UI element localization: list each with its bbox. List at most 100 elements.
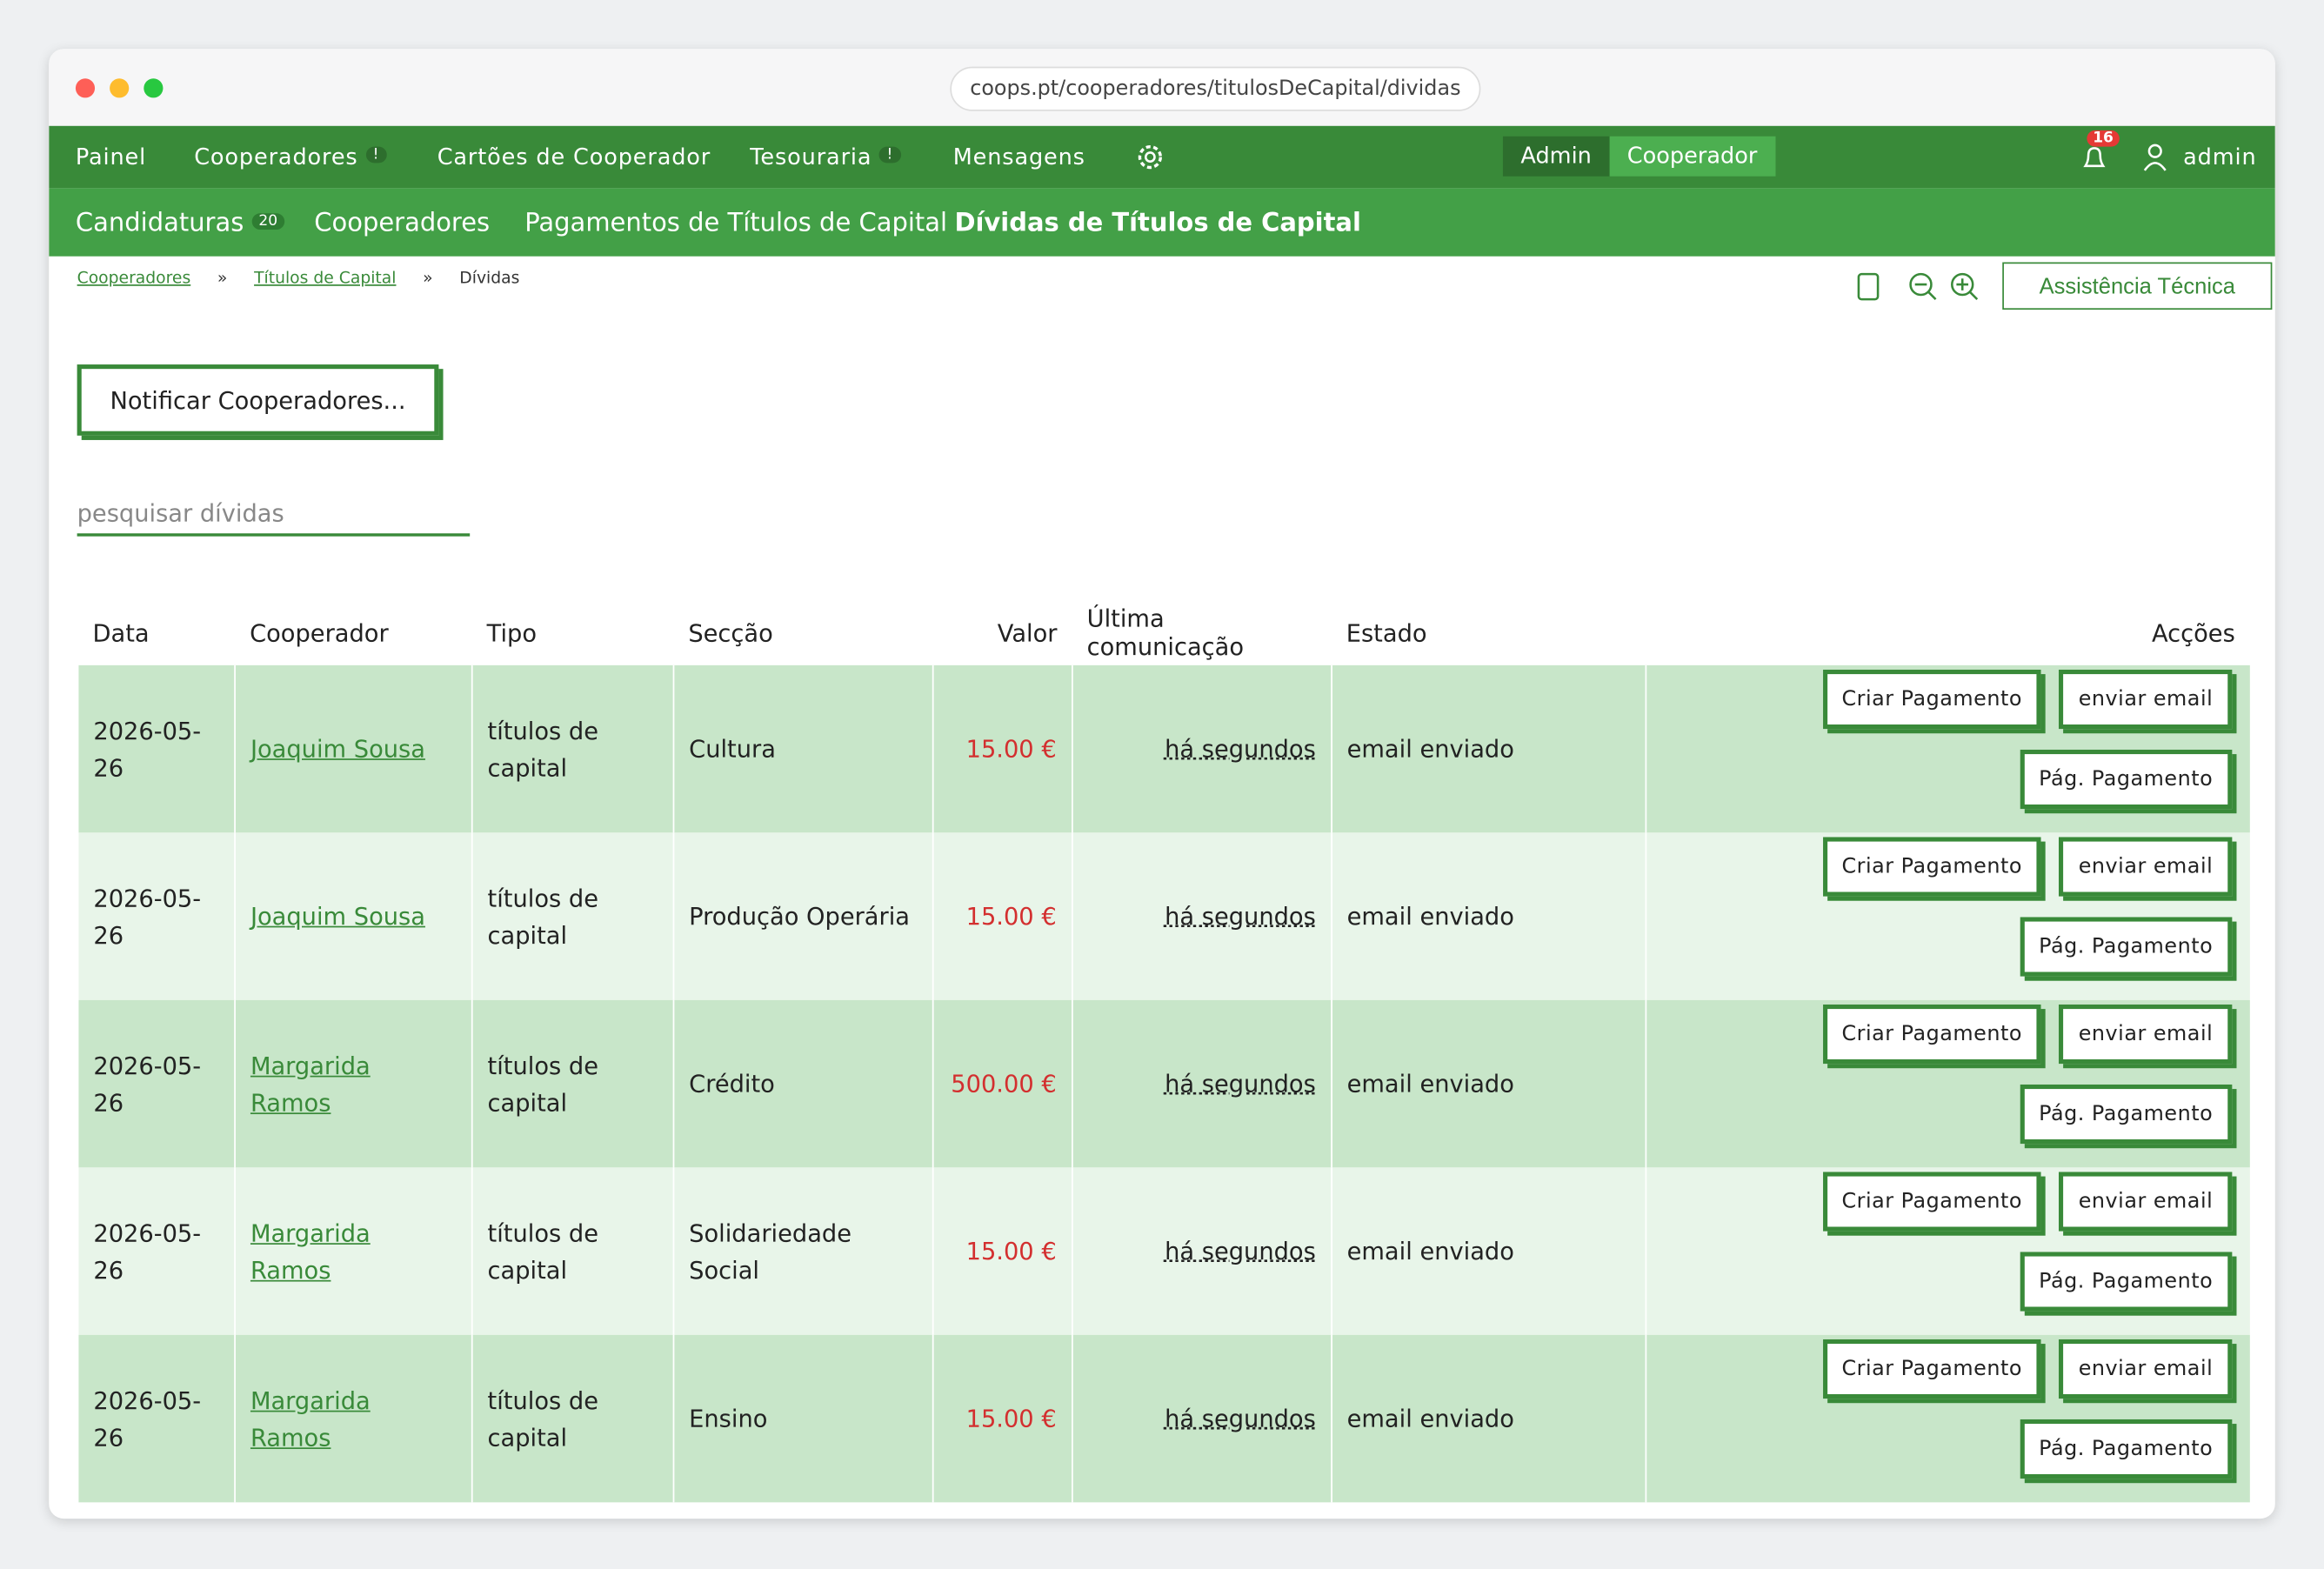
subnav-item[interactable]: Cooperadores (314, 209, 490, 238)
nav-badge: ! (878, 146, 901, 164)
subnav-badge: 20 (250, 213, 285, 230)
minimize-dot[interactable] (110, 78, 130, 98)
content: Cooperadores» Títulos de Capital» Dívidas … (49, 257, 2275, 1519)
breadcrumb-separator: » (423, 268, 433, 288)
table-row: 2026-05-26 Margarida Ramos títulos de capi… (77, 999, 2250, 1168)
subnav-label: Candidaturas (75, 209, 244, 239)
action-button[interactable]: Pág. Pagamento (2019, 1419, 2233, 1479)
cooperador-link[interactable]: Margarida Ramos (250, 1218, 371, 1285)
date-cell: 2026-05-26 (77, 1167, 236, 1335)
actions-cell: Criar Pagamento enviar email Pág. Pagament… (1644, 832, 2250, 1000)
search-input[interactable] (77, 493, 471, 537)
subnav-item[interactable]: Candidaturas 20 (76, 209, 285, 238)
cooperador-link[interactable]: Margarida Ramos (250, 1051, 371, 1117)
action-button[interactable]: Criar Pagamento (1822, 669, 2042, 729)
nav-item[interactable]: Painel (76, 144, 146, 170)
nav-label: Mensagens (952, 144, 1085, 170)
type-cell: títulos de capital (471, 1334, 674, 1503)
value-cell: 15.00 € (932, 664, 1072, 833)
title-bar: coops.pt/cooperadores/titulosDeCapital/d… (49, 49, 2275, 126)
subnav-item[interactable]: Pagamentos de Títulos de Capital (524, 209, 947, 238)
column-header: Estado (1346, 618, 1427, 647)
column-header: Valor (997, 618, 1058, 647)
subnav-item[interactable]: Dívidas de Títulos de Capital (954, 209, 1360, 238)
bell-icon[interactable] (2080, 144, 2109, 173)
action-button[interactable]: Pág. Pagamento (2019, 749, 2233, 809)
action-button[interactable]: enviar email (2059, 1004, 2233, 1064)
notify-button[interactable]: Notificar Cooperadores... (77, 364, 439, 436)
section-cell: Produção Operária (672, 832, 933, 1000)
nav-label: Cartões de Cooperador (437, 144, 711, 170)
action-button[interactable]: enviar email (2059, 669, 2233, 729)
cell: Joaquim Sousa (234, 664, 472, 833)
status-cell: email enviado (1330, 1167, 1646, 1335)
export-icon[interactable] (1857, 272, 1880, 301)
action-button[interactable]: Criar Pagamento (1822, 1004, 2042, 1064)
url-bar[interactable]: coops.pt/cooperadores/titulosDeCapital/d… (950, 66, 1481, 111)
cooperador-link[interactable]: Joaquim Sousa (250, 902, 425, 931)
zoom-out-icon[interactable] (1909, 272, 1933, 297)
breadcrumb-item: Dívidas (459, 268, 520, 288)
maximize-dot[interactable] (144, 78, 164, 98)
status-cell: email enviado (1330, 1334, 1646, 1503)
action-button[interactable]: Criar Pagamento (1822, 836, 2042, 896)
section-cell: Solidariedade Social (672, 1167, 933, 1335)
value-cell: 500.00 € (932, 999, 1072, 1168)
action-button[interactable]: Criar Pagamento (1822, 1339, 2042, 1399)
type-cell: títulos de capital (471, 1167, 674, 1335)
value-cell: 15.00 € (932, 1167, 1072, 1335)
notification-badge[interactable]: 16 (2087, 130, 2120, 147)
action-button[interactable]: Pág. Pagamento (2019, 916, 2233, 976)
cell: Margarida Ramos (234, 999, 472, 1168)
action-button[interactable]: Pág. Pagamento (2019, 1084, 2233, 1144)
table-row: 2026-05-26 Margarida Ramos títulos de capi… (77, 1334, 2250, 1503)
breadcrumb: Cooperadores » Títulos de Capital » Dívidas (77, 268, 520, 287)
nav-item[interactable]: Cooperadores! (194, 144, 387, 170)
column-header: Última comunicação (1086, 604, 1245, 661)
action-button[interactable]: enviar email (2059, 1171, 2233, 1231)
actions-cell: Criar Pagamento enviar email Pág. Pagament… (1644, 1167, 2250, 1335)
role-option[interactable]: Admin (1502, 136, 1610, 177)
user-name[interactable]: admin (2183, 144, 2257, 170)
zoom-in-icon[interactable] (1951, 272, 1974, 297)
table-body: 2026-05-26 Joaquim Sousa títulos de capita… (77, 664, 2250, 1503)
nav-label: Cooperadores (194, 144, 358, 170)
cooperador-link[interactable]: Joaquim Sousa (250, 734, 425, 764)
actions-cell: Criar Pagamento enviar email Pág. Pagament… (1644, 999, 2250, 1168)
action-button[interactable]: Pág. Pagamento (2019, 1251, 2233, 1311)
role-option[interactable]: Cooperador (1609, 136, 1775, 177)
nav-label: Painel (75, 144, 147, 170)
action-button[interactable]: enviar email (2059, 1339, 2233, 1399)
debts-table: Data Cooperador Tipo Secção Valor Última comu… (77, 600, 2250, 1503)
section-cell: Cultura (672, 664, 933, 833)
date-cell: 2026-05-26 (77, 999, 236, 1168)
nav-item[interactable]: Cartões de Cooperador (437, 144, 711, 170)
date-cell: 2026-05-26 (77, 1334, 236, 1503)
breadcrumb-item[interactable]: Títulos de Capital (254, 268, 397, 288)
last-contact-cell: há segundos (1071, 832, 1332, 1000)
action-button[interactable]: enviar email (2059, 836, 2233, 896)
cooperador-link[interactable]: Margarida Ramos (250, 1385, 371, 1452)
status-cell: email enviado (1330, 664, 1646, 833)
support-button[interactable]: Assistência Técnica (2002, 262, 2273, 310)
action-button[interactable]: Criar Pagamento (1822, 1171, 2042, 1231)
type-cell: títulos de capital (471, 999, 674, 1168)
close-dot[interactable] (75, 78, 96, 98)
value-cell: 15.00 € (932, 832, 1072, 1000)
header-row: Data Cooperador Tipo Secção Valor Última comu… (77, 600, 2249, 665)
column-header: Acções (2151, 618, 2235, 647)
nav-item[interactable]: Mensagens (953, 144, 1085, 170)
breadcrumb-item[interactable]: Cooperadores (77, 268, 191, 288)
nav-badge: ! (365, 146, 387, 164)
date-cell: 2026-05-26 (77, 832, 236, 1000)
settings-icon[interactable] (1135, 143, 1165, 172)
subnav-label: Pagamentos de Títulos de Capital (524, 209, 948, 239)
last-contact-cell: há segundos (1071, 664, 1332, 833)
subnav-label: Dívidas de Títulos de Capital (954, 209, 1361, 239)
nav-item[interactable]: Tesouraria! (750, 144, 901, 170)
column-header: Tipo (486, 618, 538, 647)
subnav-label: Cooperadores (314, 209, 491, 239)
user-icon[interactable] (2141, 143, 2168, 172)
